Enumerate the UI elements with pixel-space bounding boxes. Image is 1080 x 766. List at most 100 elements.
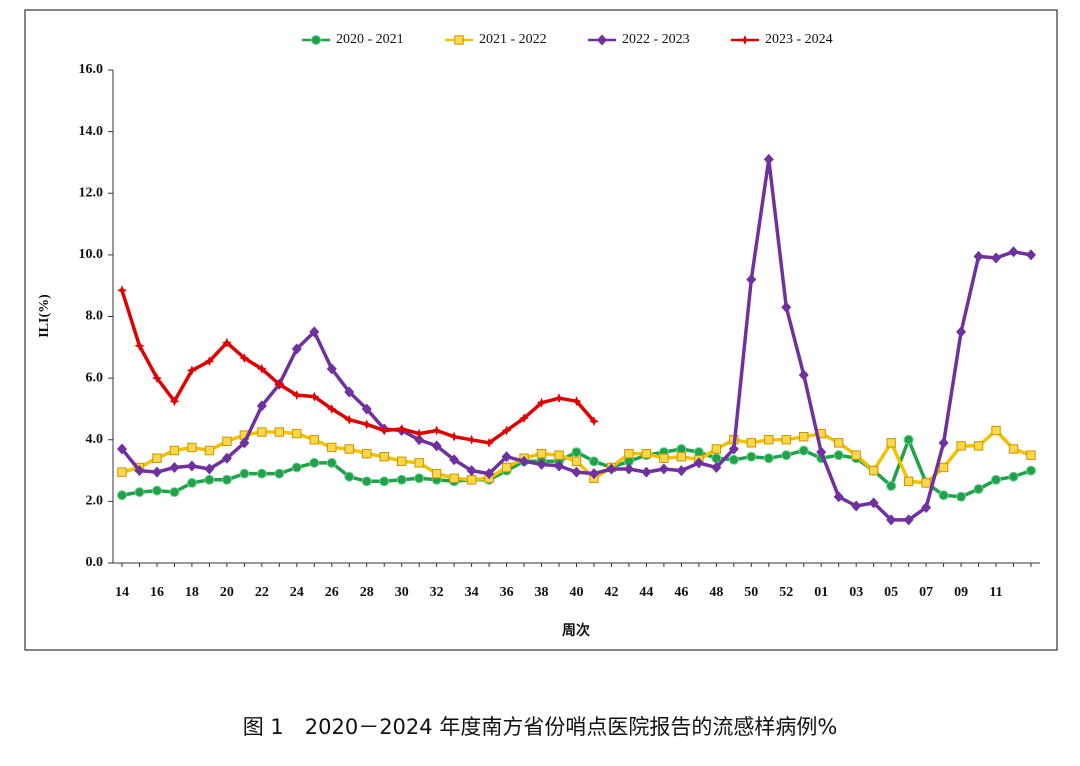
point: [186, 365, 197, 376]
point: [991, 425, 1001, 436]
point: [449, 431, 460, 442]
point: [257, 427, 267, 437]
point: [169, 461, 180, 473]
x-axis-label: 周次: [562, 622, 590, 639]
point: [239, 437, 250, 449]
point: [606, 463, 617, 475]
point: [938, 437, 949, 449]
point: [676, 465, 687, 477]
point: [956, 326, 967, 338]
point: [886, 438, 896, 448]
x-tick-label: 46: [674, 585, 688, 600]
point: [414, 428, 425, 439]
point: [833, 491, 844, 503]
point: [938, 490, 949, 501]
point: [274, 468, 285, 479]
point: [186, 460, 197, 472]
point: [1008, 246, 1019, 258]
x-tick-label: 28: [360, 585, 374, 600]
point: [798, 445, 809, 456]
point: [676, 451, 687, 462]
point: [292, 428, 302, 439]
legend-marker: [454, 35, 464, 45]
point: [134, 487, 145, 498]
point: [641, 448, 652, 459]
point: [991, 252, 1002, 264]
point: [781, 450, 792, 461]
point: [1026, 450, 1036, 460]
point: [1008, 471, 1019, 482]
point: [973, 441, 984, 451]
point: [956, 491, 967, 502]
point: [361, 419, 372, 430]
point: [134, 465, 145, 477]
point: [519, 413, 530, 424]
point: [746, 438, 757, 448]
point: [204, 445, 215, 456]
point: [186, 477, 197, 488]
point: [798, 369, 809, 381]
x-tick-label: 38: [535, 585, 549, 600]
legend-label: 2020 - 2021: [336, 32, 404, 47]
x-tick-label: 14: [115, 585, 129, 600]
point: [309, 391, 320, 402]
point: [623, 463, 634, 475]
point: [239, 353, 250, 364]
legend-marker: [311, 35, 321, 45]
point: [466, 465, 477, 477]
point: [1026, 249, 1036, 261]
point: [187, 442, 197, 453]
point: [361, 403, 372, 415]
x-tick-label: 26: [325, 585, 339, 600]
y-tick-label: 8.0: [86, 309, 104, 324]
x-tick-label: 30: [395, 585, 409, 600]
point: [204, 356, 215, 367]
point: [711, 444, 722, 454]
point: [449, 454, 460, 466]
legend-label: 2022 - 2023: [622, 32, 690, 47]
point: [816, 446, 827, 458]
point: [588, 416, 599, 427]
point: [501, 462, 512, 473]
caption: 图 1 2020－2024 年度南方省份哨点医院报告的流感样病例%: [243, 715, 838, 739]
y-tick-label: 16.0: [79, 62, 104, 77]
point: [239, 468, 250, 479]
x-tick-label: 11: [989, 585, 1002, 600]
point: [362, 448, 372, 459]
point: [221, 337, 232, 348]
point: [554, 393, 565, 404]
point: [326, 363, 337, 375]
point: [571, 396, 582, 407]
point: [169, 396, 180, 407]
point: [571, 466, 582, 478]
point: [117, 467, 127, 477]
point: [169, 487, 180, 498]
point: [431, 440, 442, 452]
point: [396, 423, 407, 434]
point: [256, 400, 267, 412]
point: [728, 454, 739, 465]
x-tick-label: 05: [884, 585, 898, 600]
point: [554, 450, 564, 460]
point: [204, 463, 215, 475]
point: [536, 397, 547, 408]
point: [763, 453, 774, 464]
x-tick-label: 34: [465, 585, 479, 600]
x-tick-label: 03: [849, 585, 863, 600]
x-tick-label: 07: [919, 585, 933, 600]
point: [973, 484, 984, 495]
point: [221, 452, 232, 464]
point: [921, 478, 931, 488]
point: [151, 466, 162, 478]
point: [711, 461, 722, 473]
x-tick-label: 01: [814, 585, 828, 600]
point: [973, 250, 984, 262]
point: [222, 436, 232, 446]
point: [956, 441, 966, 451]
point: [169, 445, 180, 456]
point: [903, 476, 914, 487]
legend-label: 2021 - 2022: [479, 32, 547, 47]
point: [781, 301, 792, 313]
